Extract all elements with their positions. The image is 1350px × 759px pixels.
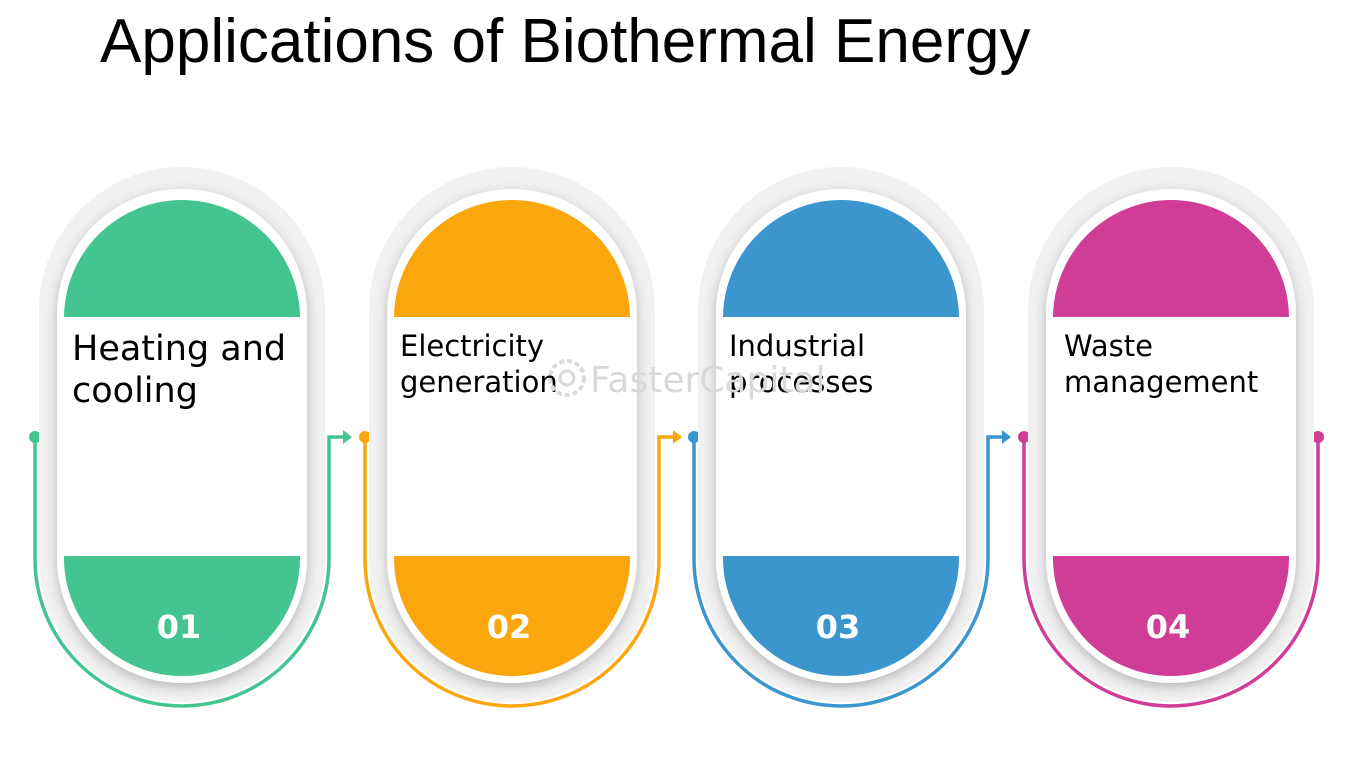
step-number: 02: [487, 608, 532, 646]
connector-line: [33, 435, 345, 708]
page-title: Applications of Biothermal Energy: [100, 7, 1031, 76]
connector-start-dot: [359, 431, 371, 443]
connector-arrow-icon: [673, 430, 682, 444]
card-top-cap: [394, 200, 630, 318]
card-bottom-cap: [1053, 556, 1289, 676]
card-top-cap: [723, 200, 959, 318]
watermark-gear-hub-icon: [558, 369, 576, 387]
watermark-text: FasterCapital: [590, 360, 826, 401]
step-label-line: Electricity: [400, 329, 544, 363]
connector-end-dot: [1312, 431, 1324, 443]
step-label-line: Heating and: [72, 329, 286, 369]
connector-start-dot: [29, 431, 41, 443]
connector-line: [363, 435, 675, 708]
step-label-line: Industrial: [729, 329, 865, 363]
card-bottom-cap: [64, 556, 300, 676]
connector-line: [1022, 435, 1320, 708]
connector-line: [692, 435, 1004, 708]
step-number: 03: [816, 608, 861, 646]
watermark: FasterCapital: [548, 359, 826, 401]
step-number: 04: [1146, 608, 1191, 646]
step-label-line: Waste: [1064, 329, 1153, 363]
connector-arrow-icon: [343, 430, 352, 444]
connector-start-dot: [688, 431, 700, 443]
connector-start-dot: [1018, 431, 1030, 443]
step-label-line: generation: [400, 365, 558, 399]
step-label-line: management: [1064, 365, 1258, 399]
step-number: 01: [157, 608, 202, 646]
card-top-cap: [64, 200, 300, 318]
card-bottom-cap: [394, 556, 630, 676]
step-label-line: cooling: [72, 371, 198, 411]
step-label-line: processes: [729, 365, 873, 399]
card-bottom-cap: [723, 556, 959, 676]
card-top-cap: [1053, 200, 1289, 318]
connector-arrow-icon: [1002, 430, 1011, 444]
watermark-gear-icon: [548, 359, 586, 397]
